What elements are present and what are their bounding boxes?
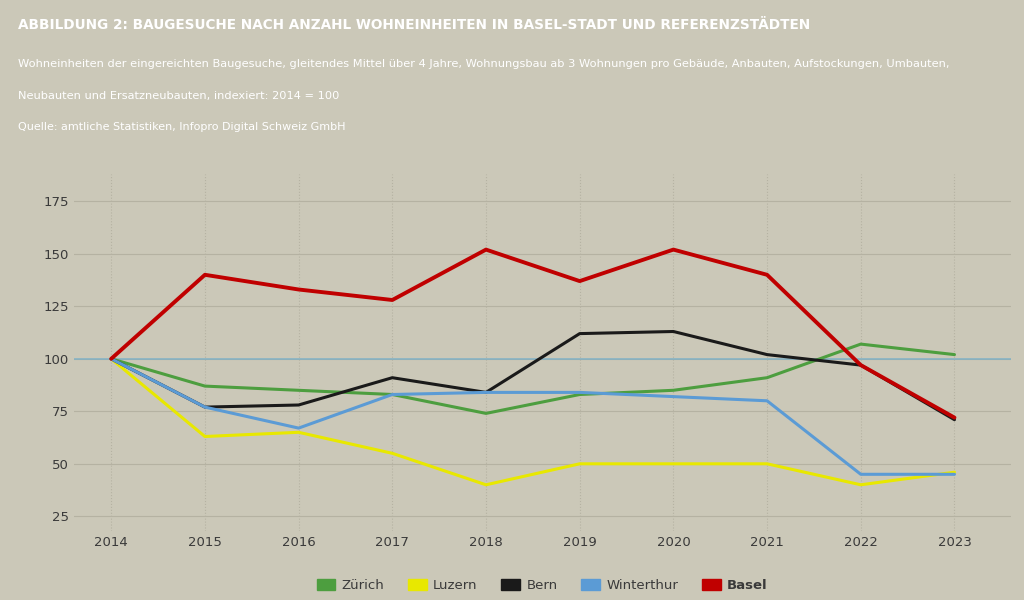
Text: Quelle: amtliche Statistiken, Infopro Digital Schweiz GmbH: Quelle: amtliche Statistiken, Infopro Di… bbox=[18, 122, 346, 132]
Legend: Zürich, Luzern, Bern, Winterthur, Basel: Zürich, Luzern, Bern, Winterthur, Basel bbox=[311, 573, 773, 597]
Text: ABBILDUNG 2: BAUGESUCHE NACH ANZAHL WOHNEINHEITEN IN BASEL-STADT UND REFERENZSTÄ: ABBILDUNG 2: BAUGESUCHE NACH ANZAHL WOHN… bbox=[18, 17, 811, 32]
Text: Wohneinheiten der eingereichten Baugesuche, gleitendes Mittel über 4 Jahre, Wohn: Wohneinheiten der eingereichten Baugesuc… bbox=[18, 59, 950, 69]
Text: Neubauten und Ersatzneubauten, indexiert: 2014 = 100: Neubauten und Ersatzneubauten, indexiert… bbox=[18, 91, 340, 101]
